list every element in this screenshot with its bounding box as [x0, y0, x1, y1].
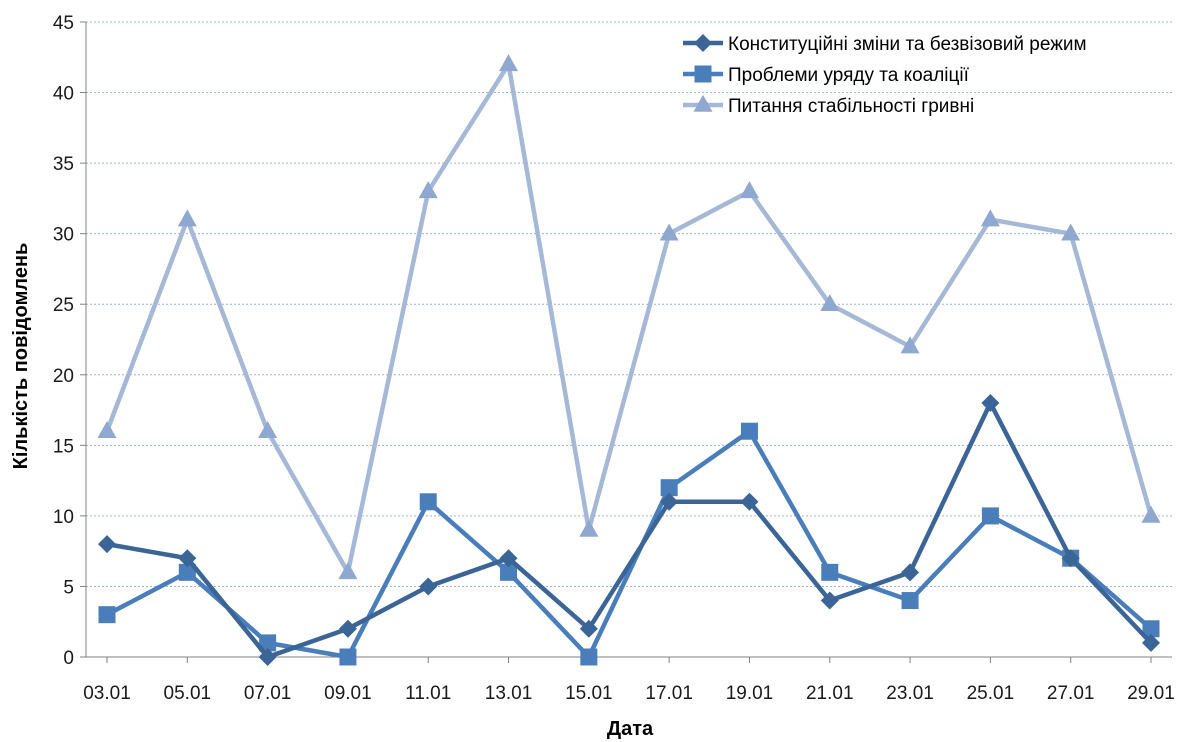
legend-label: Проблеми уряду та коаліції — [728, 65, 970, 86]
y-axis-title: Кількість повідомлень — [10, 243, 32, 470]
data-point — [500, 563, 518, 581]
data-point — [178, 563, 196, 581]
x-tick-label: 27.01 — [1047, 683, 1095, 704]
x-axis-title: Дата — [607, 718, 654, 740]
data-point — [259, 634, 277, 652]
legend-label: Конституційні зміни та безвізовий режим — [728, 34, 1087, 55]
data-point — [419, 493, 437, 511]
legend-label: Питання стабільності гривні — [728, 96, 974, 117]
x-tick-label: 17.01 — [645, 683, 693, 704]
legend-item: Проблеми уряду та коаліції — [683, 65, 970, 86]
legend-item: Конституційні зміни та безвізовий режим — [683, 34, 1087, 55]
data-point — [97, 421, 117, 439]
data-point — [418, 181, 438, 199]
y-tick-label: 45 — [53, 13, 74, 34]
data-point — [1061, 223, 1081, 241]
data-point — [740, 422, 758, 440]
data-point — [981, 394, 1000, 412]
x-tick-label: 23.01 — [886, 683, 934, 704]
x-tick-label: 15.01 — [565, 683, 613, 704]
y-tick-label: 15 — [53, 436, 74, 457]
y-tick-label: 30 — [53, 225, 74, 246]
data-point — [177, 209, 197, 227]
series-2 — [98, 422, 1160, 666]
data-point — [980, 209, 1000, 227]
data-point — [820, 591, 839, 610]
legend-marker — [693, 94, 713, 112]
data-point — [981, 507, 999, 525]
y-tick-label: 25 — [53, 295, 74, 316]
series-line — [106, 400, 1153, 660]
series-1 — [98, 394, 1160, 666]
data-point — [1141, 505, 1161, 523]
data-point — [338, 562, 358, 580]
series-line — [104, 62, 1154, 575]
x-tick-label: 05.01 — [164, 683, 212, 704]
y-tick-label: 35 — [53, 154, 74, 175]
series-3 — [97, 54, 1161, 580]
y-tick-label: 10 — [53, 507, 74, 528]
x-tick-label: 03.01 — [83, 683, 131, 704]
y-tick-label: 20 — [53, 366, 74, 387]
data-point — [660, 479, 678, 497]
legend-marker — [694, 34, 712, 52]
x-tick-label: 09.01 — [324, 683, 372, 704]
series-layer — [97, 54, 1161, 666]
data-point — [178, 549, 197, 568]
data-point — [659, 223, 679, 241]
data-point — [499, 54, 519, 72]
legend-marker — [694, 65, 712, 83]
data-point — [258, 648, 277, 666]
x-tick-label: 07.01 — [244, 683, 292, 704]
data-point — [1061, 549, 1080, 568]
x-tick-label: 25.01 — [967, 683, 1015, 704]
data-point — [98, 606, 116, 624]
axes — [80, 21, 1172, 663]
data-point — [499, 549, 518, 568]
data-point — [580, 648, 598, 666]
x-tick-label: 13.01 — [485, 683, 533, 704]
x-tick-label: 11.01 — [405, 683, 451, 704]
data-point — [660, 492, 679, 511]
data-point — [820, 294, 840, 312]
data-point — [98, 535, 116, 554]
x-tick-label: 29.01 — [1127, 683, 1175, 704]
data-point — [821, 563, 839, 581]
data-point — [1142, 620, 1160, 638]
data-point — [258, 421, 278, 439]
x-tick-label: 19.01 — [726, 683, 774, 704]
y-tick-label: 0 — [63, 648, 74, 669]
data-point — [339, 648, 357, 666]
data-point — [901, 592, 919, 610]
data-point — [900, 336, 920, 354]
data-point — [419, 577, 438, 596]
data-point — [740, 492, 759, 511]
legend: Конституційні зміни та безвізовий режим П… — [683, 34, 1087, 117]
data-point — [739, 181, 759, 199]
data-point — [338, 619, 357, 638]
series-line — [105, 428, 1153, 660]
data-point — [579, 619, 598, 638]
data-point — [579, 519, 599, 537]
legend-item: Питання стабільності гривні — [683, 94, 974, 117]
y-tick-label: 40 — [53, 84, 74, 105]
tick-labels: 0 5 10 15 20 25 30 35 40 45 03.01 05.01 07.01 09.01 11… — [53, 13, 1175, 704]
data-point — [901, 563, 920, 582]
data-point — [1142, 633, 1160, 652]
gridlines — [86, 21, 1172, 587]
x-tick-label: 21.01 — [806, 683, 854, 704]
y-tick-label: 5 — [63, 577, 74, 598]
